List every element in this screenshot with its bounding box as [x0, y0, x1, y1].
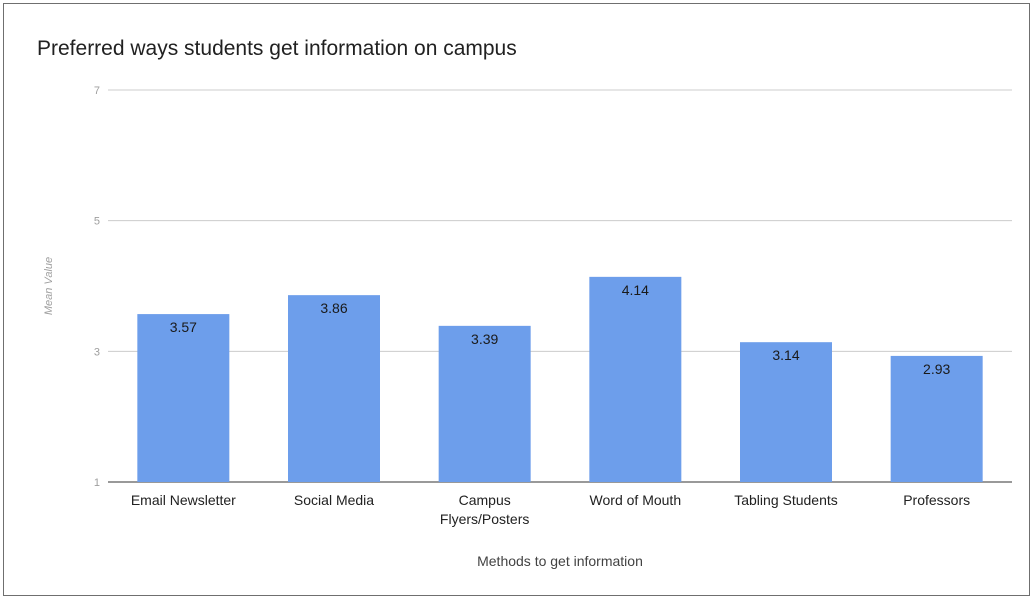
- value-label-2: 3.39: [471, 331, 498, 347]
- bar-2: [438, 325, 531, 482]
- category-label-3: Word of Mouth: [590, 492, 682, 508]
- value-label-5: 2.93: [923, 361, 950, 377]
- category-label-0: Email Newsletter: [131, 492, 236, 508]
- value-label-0: 3.57: [170, 319, 197, 335]
- chart-frame: [3, 3, 1030, 596]
- value-labels: 3.57 3.86 3.39 4.14 3.14 2.93: [170, 282, 951, 377]
- bar-1: [288, 295, 380, 482]
- bars: [137, 276, 983, 482]
- category-label-1: Social Media: [294, 492, 374, 508]
- y-tick-label-3: 3: [94, 346, 100, 358]
- category-labels: Email Newsletter Social Media Campus Flyers…: [131, 492, 970, 527]
- bar-3: [589, 276, 682, 482]
- bar-5: [890, 355, 983, 482]
- y-tick-label-7: 7: [94, 85, 100, 97]
- value-label-4: 3.14: [772, 347, 799, 363]
- category-label-5: Professors: [903, 492, 970, 508]
- bar-0: [137, 314, 230, 482]
- y-tick-label-1: 1: [94, 477, 100, 489]
- y-axis-title: Mean Value: [43, 257, 55, 315]
- value-label-3: 4.14: [622, 282, 649, 298]
- y-tick-labels: 1 3 5 7: [94, 85, 100, 489]
- value-label-1: 3.86: [320, 300, 347, 316]
- bar-4: [740, 342, 832, 482]
- chart-title: Preferred ways students get information …: [37, 37, 517, 60]
- category-label-2: Campus Flyers/Posters: [440, 492, 529, 527]
- x-axis-title: Methods to get information: [477, 553, 643, 569]
- category-label-4: Tabling Students: [734, 492, 838, 508]
- y-tick-label-5: 5: [94, 216, 100, 228]
- gridlines: [108, 89, 1012, 483]
